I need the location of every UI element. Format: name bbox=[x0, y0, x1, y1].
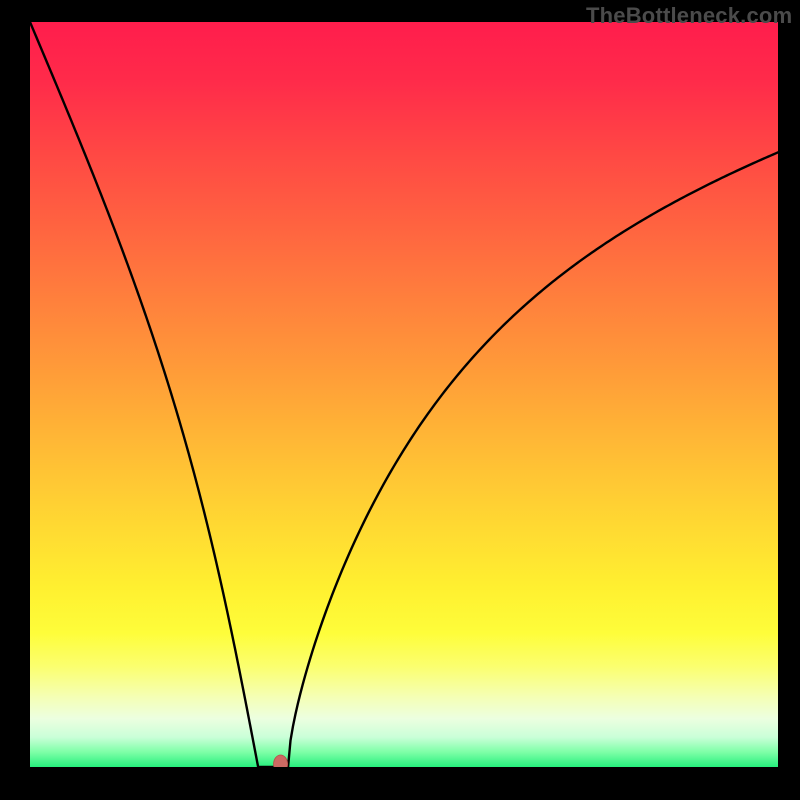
watermark-text: TheBottleneck.com bbox=[586, 3, 792, 29]
bottleneck-chart bbox=[30, 22, 778, 767]
gradient-background bbox=[30, 22, 778, 767]
